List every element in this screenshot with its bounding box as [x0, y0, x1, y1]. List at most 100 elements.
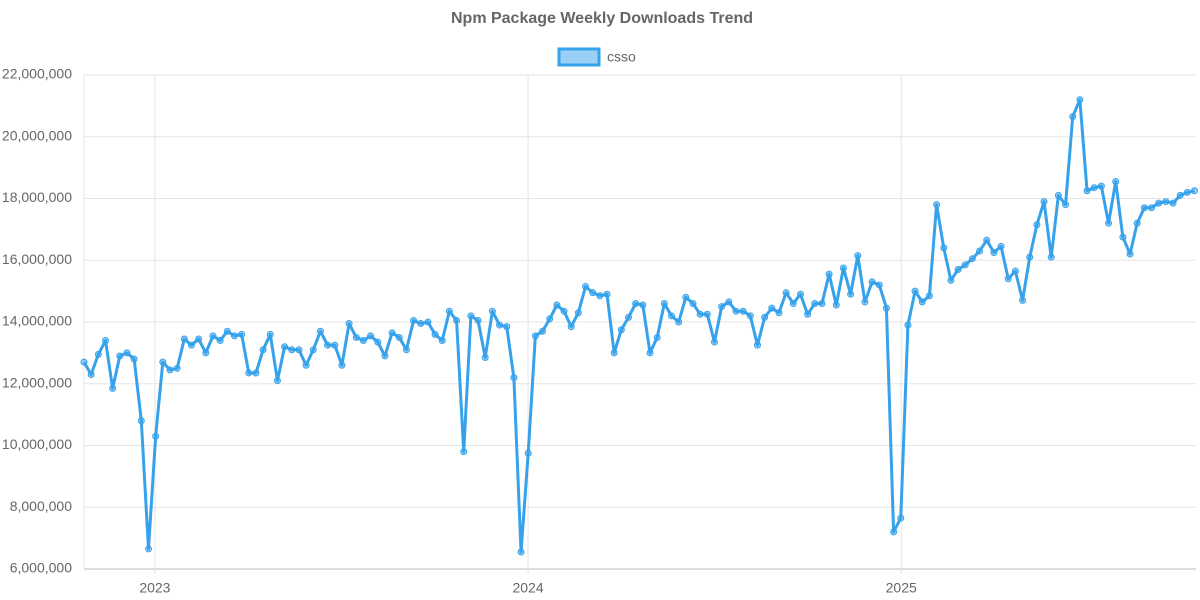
point — [1040, 198, 1048, 206]
point — [911, 287, 919, 295]
point — [302, 361, 310, 369]
point — [1090, 184, 1098, 192]
point — [761, 313, 769, 321]
point — [123, 349, 131, 357]
point — [417, 320, 425, 328]
point — [496, 321, 504, 329]
point — [402, 346, 410, 354]
point — [861, 298, 869, 306]
point — [266, 330, 274, 338]
point — [617, 326, 625, 334]
point — [467, 312, 475, 320]
point — [789, 299, 797, 307]
point — [961, 261, 969, 269]
point — [703, 310, 711, 318]
point — [574, 309, 582, 317]
point — [639, 301, 647, 309]
point — [667, 312, 675, 320]
point — [603, 290, 611, 298]
point — [273, 377, 281, 385]
y-tick-label: 20,000,000 — [2, 127, 72, 143]
point — [388, 329, 396, 337]
point — [696, 310, 704, 318]
point — [1026, 253, 1034, 261]
point — [689, 299, 697, 307]
point — [438, 337, 446, 345]
point — [1140, 204, 1148, 212]
chart-title: Npm Package Weekly Downloads Trend — [451, 10, 753, 27]
point — [230, 332, 238, 340]
point — [1076, 96, 1084, 104]
point — [324, 341, 332, 349]
point — [137, 417, 145, 425]
point — [990, 249, 998, 257]
point — [517, 548, 525, 556]
point — [331, 341, 339, 349]
point — [997, 242, 1005, 250]
point — [854, 252, 862, 260]
point — [345, 320, 353, 328]
point — [1062, 201, 1070, 209]
point — [173, 364, 181, 372]
point — [560, 307, 568, 315]
point — [947, 276, 955, 284]
point — [739, 307, 747, 315]
point — [101, 337, 109, 345]
point — [940, 244, 948, 252]
point — [725, 298, 733, 306]
point — [1069, 113, 1077, 121]
point — [453, 316, 461, 324]
point — [238, 330, 246, 338]
point — [782, 289, 790, 297]
point — [925, 292, 933, 300]
point — [804, 310, 812, 318]
point — [1183, 188, 1191, 196]
point — [682, 293, 690, 301]
point — [811, 299, 819, 307]
point — [202, 349, 210, 357]
point — [1054, 191, 1062, 199]
point — [180, 335, 188, 343]
point — [918, 298, 926, 306]
point — [531, 332, 539, 340]
point — [753, 341, 761, 349]
point — [281, 343, 289, 351]
y-tick-label: 14,000,000 — [2, 313, 72, 329]
point — [1105, 219, 1113, 227]
point — [474, 316, 482, 324]
point — [839, 264, 847, 272]
y-tick-label: 16,000,000 — [2, 251, 72, 267]
point — [1148, 204, 1156, 212]
point — [1191, 187, 1199, 195]
point — [954, 266, 962, 274]
point — [524, 449, 532, 457]
point — [367, 332, 375, 340]
point — [882, 304, 890, 312]
point — [209, 332, 217, 340]
point — [352, 333, 360, 341]
legend-label: csso — [607, 49, 636, 65]
y-tick-label: 8,000,000 — [10, 498, 72, 514]
x-tick-label: 2024 — [512, 580, 543, 596]
point — [625, 313, 633, 321]
point — [904, 321, 912, 329]
point — [890, 528, 898, 536]
point — [481, 354, 489, 362]
point — [646, 349, 654, 357]
point — [395, 333, 403, 341]
point — [87, 370, 95, 378]
point — [252, 369, 260, 377]
point — [503, 323, 511, 331]
point — [1011, 267, 1019, 275]
point — [632, 299, 640, 307]
point — [582, 282, 590, 290]
point — [159, 358, 167, 366]
point — [187, 341, 195, 349]
point — [381, 352, 389, 360]
point — [295, 346, 303, 354]
point — [309, 346, 317, 354]
point — [610, 349, 618, 357]
point — [1133, 219, 1141, 227]
